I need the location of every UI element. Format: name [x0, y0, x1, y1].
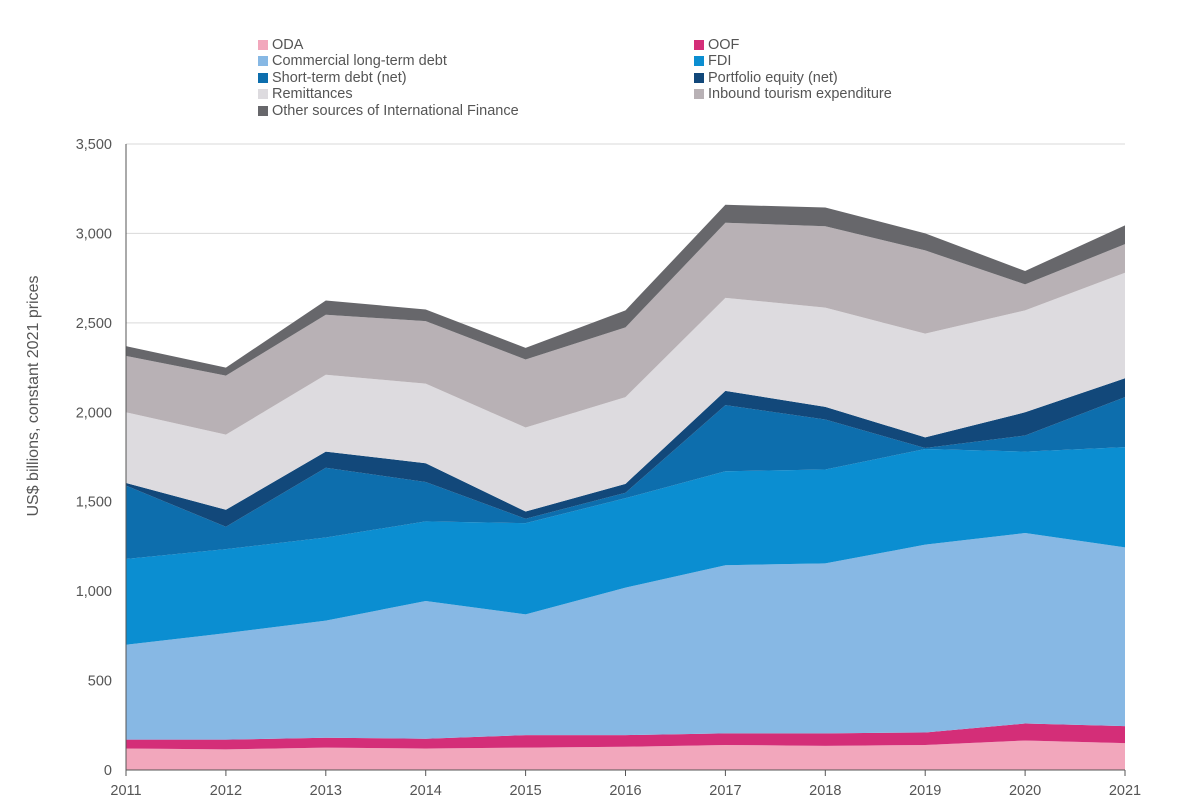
area-series-5	[126, 378, 1125, 527]
legend-item: OOF	[694, 36, 739, 53]
legend-item: Other sources of International Finance	[258, 102, 519, 119]
area-series-4	[126, 397, 1125, 559]
x-tick-label: 2011	[110, 783, 141, 799]
legend-item: Portfolio equity (net)	[694, 69, 838, 86]
x-tick-label: 2018	[809, 783, 841, 799]
x-tick-label: 2013	[310, 783, 342, 799]
y-tick-label: 3,500	[76, 137, 112, 153]
legend-swatch	[258, 56, 268, 67]
legend: ODA OOF Commercial long-term debt FDI Short-…	[258, 36, 978, 120]
legend-swatch	[258, 72, 268, 83]
area-series-2	[126, 533, 1125, 740]
legend-label: Short-term debt (net)	[272, 69, 407, 86]
x-tick-label: 2021	[1109, 783, 1141, 799]
area-series-1	[126, 723, 1125, 750]
x-tick-label: 2016	[609, 783, 641, 799]
y-tick-label: 2,000	[76, 405, 112, 421]
y-tick-label: 500	[88, 674, 112, 690]
legend-label: Remittances	[272, 86, 353, 103]
legend-label: Other sources of International Finance	[272, 102, 519, 119]
legend-swatch	[258, 105, 268, 116]
x-tick-label: 2020	[1009, 783, 1041, 799]
legend-swatch	[258, 89, 268, 100]
x-tick-label: 2012	[210, 783, 242, 799]
legend-item: ODA	[258, 36, 303, 53]
x-tick-label: 2014	[410, 783, 442, 799]
legend-item: FDI	[694, 53, 731, 70]
legend-label: OOF	[708, 36, 740, 53]
legend-label: ODA	[272, 36, 304, 53]
legend-item: Commercial long-term debt	[258, 53, 447, 70]
legend-item: Inbound tourism expenditure	[694, 86, 892, 103]
x-tick-label: 2015	[509, 783, 541, 799]
legend-label: Inbound tourism expenditure	[708, 86, 892, 103]
y-tick-label: 1,000	[76, 584, 112, 600]
area-series-0	[126, 740, 1125, 770]
legend-swatch	[258, 39, 268, 50]
area-series-3	[126, 447, 1125, 645]
y-tick-label: 1,500	[76, 495, 112, 511]
legend-swatch	[694, 89, 704, 100]
legend-swatch	[694, 72, 704, 83]
legend-item: Remittances	[258, 86, 353, 103]
area-series-7	[126, 222, 1125, 435]
y-tick-label: 0	[104, 763, 112, 779]
area-series-6	[126, 272, 1125, 512]
legend-item: Short-term debt (net)	[258, 69, 407, 86]
legend-label: Commercial long-term debt	[272, 53, 447, 70]
legend-label: Portfolio equity (net)	[708, 69, 838, 86]
y-tick-label: 2,500	[76, 316, 112, 332]
legend-swatch	[694, 39, 704, 50]
legend-swatch	[694, 56, 704, 67]
x-tick-label: 2017	[709, 783, 741, 799]
x-tick-label: 2019	[909, 783, 941, 799]
y-tick-label: 3,000	[76, 226, 112, 242]
legend-label: FDI	[708, 53, 732, 70]
